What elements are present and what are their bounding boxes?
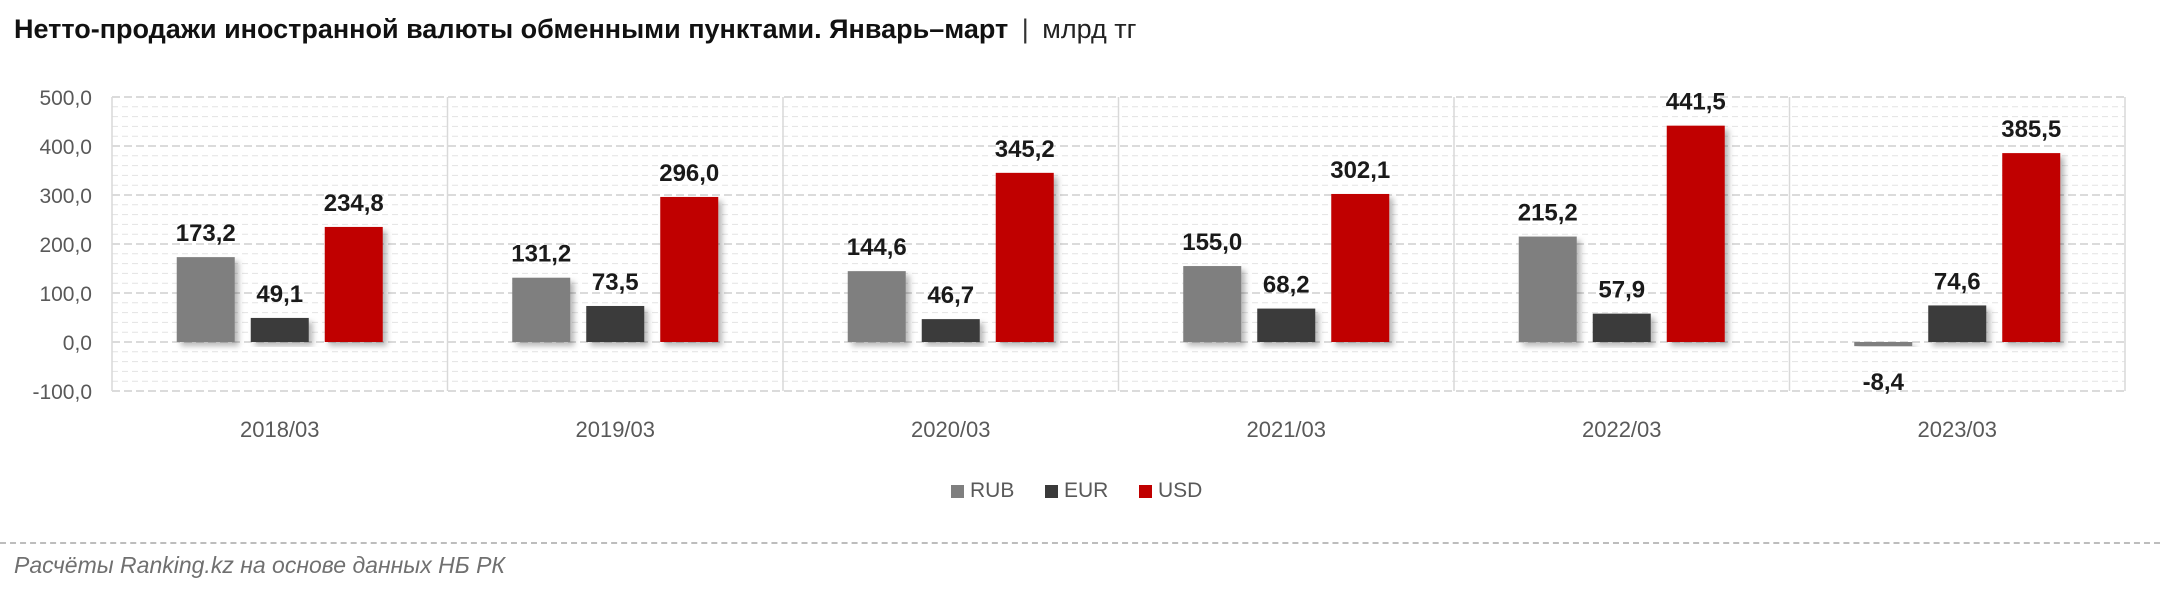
bar-rub <box>1518 236 1577 342</box>
data-label: 57,9 <box>1598 277 1645 304</box>
legend-label-usd: USD <box>1158 479 1202 502</box>
chart-title-line: Нетто-продажи иностранной валюты обменны… <box>14 14 1136 45</box>
x-category-label: 2021/03 <box>1246 417 1326 442</box>
y-tick-label: -100,0 <box>32 381 92 404</box>
data-label: 215,2 <box>1518 200 1578 227</box>
data-label: 131,2 <box>511 241 571 268</box>
legend-label-rub: RUB <box>970 479 1014 502</box>
bar-eur <box>921 319 980 342</box>
footer-divider <box>0 542 2160 544</box>
data-label: 144,6 <box>847 234 907 261</box>
bar-chart: 500,0 400,0 300,0 200,0 100,0 0,0 -100,0 173,2 4… <box>32 87 2126 502</box>
bar-eur <box>586 305 645 342</box>
y-tick-label: 500,0 <box>39 87 92 110</box>
x-category-label: 2022/03 <box>1582 417 1662 442</box>
data-label: 68,2 <box>1263 272 1310 299</box>
x-category-label: 2023/03 <box>1917 417 1997 442</box>
bar-usd <box>660 196 719 342</box>
data-label: 234,8 <box>324 190 384 217</box>
data-label: 155,0 <box>1182 229 1242 256</box>
y-tick-label: 0,0 <box>63 332 92 355</box>
data-label: 74,6 <box>1934 268 1981 295</box>
y-tick-label: 300,0 <box>39 185 92 208</box>
y-tick-label: 400,0 <box>39 136 92 159</box>
bar-eur <box>1928 305 1987 342</box>
bar-usd <box>324 226 383 342</box>
legend-label-eur: EUR <box>1064 479 1108 502</box>
legend-swatch-rub <box>951 485 964 498</box>
data-label: 296,0 <box>659 160 719 187</box>
x-category-label: 2020/03 <box>911 417 991 442</box>
legend-swatch-usd <box>1139 485 1152 498</box>
data-label: 302,1 <box>1330 157 1390 184</box>
bar-usd <box>995 172 1054 342</box>
data-label: 49,1 <box>256 281 303 308</box>
bar-rub <box>176 257 235 342</box>
x-category-label: 2018/03 <box>240 417 320 442</box>
chart-unit: млрд тг <box>1042 14 1137 44</box>
bar-rub <box>1854 342 1913 347</box>
bar-usd <box>1666 125 1725 342</box>
data-label: 173,2 <box>176 220 236 247</box>
bar-usd <box>1331 193 1390 342</box>
bar-usd <box>2002 153 2061 342</box>
bar-rub <box>847 271 906 342</box>
data-label: 73,5 <box>592 269 639 296</box>
y-tick-label: 100,0 <box>39 283 92 306</box>
chart-title: Нетто-продажи иностранной валюты обменны… <box>14 14 1009 44</box>
legend-swatch-eur <box>1045 485 1058 498</box>
x-category-label: 2019/03 <box>575 417 655 442</box>
data-label: 46,7 <box>927 282 974 309</box>
bar-eur <box>1592 313 1651 342</box>
bar-eur <box>250 317 309 342</box>
data-label: 441,5 <box>1666 89 1726 116</box>
title-separator: | <box>1021 14 1029 44</box>
bar-rub <box>1183 266 1242 342</box>
bar-eur <box>1257 308 1316 342</box>
bar-rub <box>512 277 571 342</box>
data-label: 345,2 <box>995 136 1055 163</box>
y-tick-label: 200,0 <box>39 234 92 257</box>
source-note: Расчёты Ranking.kz на основе данных НБ Р… <box>14 552 505 578</box>
data-label: -8,4 <box>1863 369 1905 396</box>
data-label: 385,5 <box>2001 116 2061 143</box>
